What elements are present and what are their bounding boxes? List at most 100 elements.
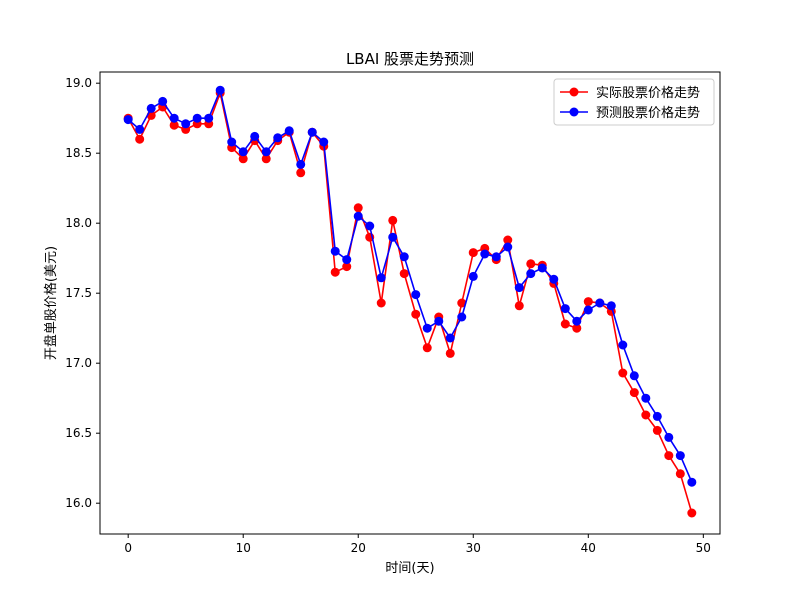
y-tick-label: 17.5 (65, 286, 92, 300)
data-point-predicted (238, 147, 248, 157)
data-point-actual (411, 309, 421, 319)
data-point-actual (675, 469, 685, 479)
data-point-actual (376, 298, 386, 308)
legend: 实际股票价格走势 预测股票价格走势 (553, 78, 715, 126)
x-tick-label: 40 (581, 541, 596, 555)
data-point-predicted (342, 255, 352, 265)
data-point-actual (330, 267, 340, 277)
data-point-predicted (422, 323, 432, 333)
data-point-actual (169, 120, 179, 130)
x-tick-label: 20 (351, 541, 366, 555)
data-point-actual (353, 203, 363, 213)
series-predicted (123, 85, 697, 487)
data-point-actual (296, 168, 306, 178)
x-axis: 0 10 20 30 40 50 (124, 534, 711, 555)
data-point-predicted (284, 126, 294, 136)
data-point-actual (422, 343, 432, 353)
data-point-predicted (376, 273, 386, 283)
y-tick-label: 19.0 (65, 76, 92, 90)
data-point-predicted (514, 283, 524, 293)
data-point-predicted (606, 301, 616, 311)
data-point-actual (652, 425, 662, 435)
data-point-predicted (169, 113, 179, 123)
x-axis-label: 时间(天) (385, 561, 434, 576)
y-tick-label: 17.0 (65, 356, 92, 370)
data-point-actual (445, 348, 455, 358)
x-tick-label: 0 (124, 541, 132, 555)
data-point-actual (560, 319, 570, 329)
legend-marker-predicted (569, 107, 579, 117)
data-point-predicted (675, 451, 685, 461)
data-point-predicted (618, 340, 628, 350)
data-point-actual (342, 262, 352, 272)
data-point-predicted (664, 432, 674, 442)
data-point-predicted (250, 131, 260, 141)
data-point-predicted (215, 85, 225, 95)
data-point-predicted (457, 312, 467, 322)
x-tick-label: 30 (466, 541, 481, 555)
data-point-predicted (296, 159, 306, 169)
data-point-predicted (319, 137, 329, 147)
plot-area (123, 85, 697, 518)
data-point-actual (583, 297, 593, 307)
chart-title: LBAI 股票走势预测 (346, 50, 474, 68)
y-tick-label: 18.5 (65, 146, 92, 160)
data-point-actual (503, 235, 513, 245)
legend-label-actual: 实际股票价格走势 (596, 85, 700, 101)
data-point-predicted (641, 393, 651, 403)
axes-frame (99, 71, 721, 535)
data-point-predicted (307, 127, 317, 137)
data-point-predicted (560, 304, 570, 314)
data-point-predicted (123, 115, 133, 125)
data-point-actual (572, 323, 582, 333)
data-point-actual (641, 410, 651, 420)
data-point-predicted (261, 147, 271, 157)
data-point-actual (664, 451, 674, 461)
data-point-predicted (411, 290, 421, 300)
data-point-actual (468, 248, 478, 258)
data-point-predicted (434, 316, 444, 326)
data-point-actual (629, 388, 639, 398)
data-point-predicted (192, 113, 202, 123)
data-point-predicted (330, 246, 340, 256)
data-point-predicted (353, 211, 363, 221)
data-point-predicted (273, 133, 283, 143)
data-point-predicted (549, 274, 559, 284)
data-point-predicted (365, 221, 375, 231)
data-point-actual (514, 301, 524, 311)
data-point-predicted (146, 103, 156, 113)
data-point-predicted (204, 113, 214, 123)
data-point-predicted (629, 371, 639, 381)
y-axis-label: 开盘单股价格(美元) (43, 246, 59, 360)
y-tick-label: 16.5 (65, 426, 92, 440)
data-point-actual (618, 368, 628, 378)
data-point-actual (457, 298, 467, 308)
data-point-predicted (652, 411, 662, 421)
data-point-predicted (445, 333, 455, 343)
data-point-predicted (687, 477, 697, 487)
data-point-predicted (158, 96, 168, 106)
data-point-predicted (526, 269, 536, 279)
data-point-predicted (480, 249, 490, 259)
data-point-predicted (227, 137, 237, 147)
data-point-predicted (572, 316, 582, 326)
x-tick-label: 50 (696, 541, 711, 555)
legend-marker-actual (569, 87, 579, 97)
data-point-actual (399, 269, 409, 279)
data-point-predicted (503, 242, 513, 252)
data-point-predicted (181, 119, 191, 129)
legend-label-predicted: 预测股票价格走势 (596, 105, 700, 121)
data-point-predicted (135, 124, 145, 134)
data-point-actual (238, 154, 248, 164)
data-point-actual (526, 259, 536, 269)
data-point-actual (388, 215, 398, 225)
y-axis: 16.0 16.5 17.0 17.5 18.0 18.5 19.0 (65, 76, 100, 510)
data-point-predicted (468, 271, 478, 281)
data-point-actual (687, 508, 697, 518)
y-tick-label: 18.0 (65, 216, 92, 230)
data-point-predicted (491, 252, 501, 262)
x-tick-label: 10 (236, 541, 251, 555)
data-point-predicted (537, 263, 547, 273)
